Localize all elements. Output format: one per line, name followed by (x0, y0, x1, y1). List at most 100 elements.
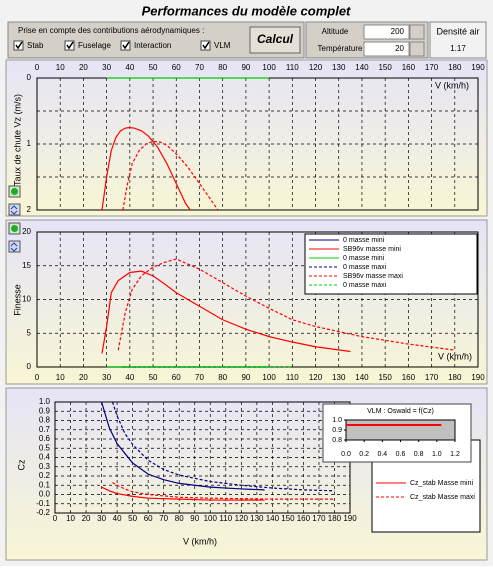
zoom-in-button[interactable] (8, 222, 21, 235)
x-tick-label: 0.0 (341, 451, 351, 458)
x-tick-label: 1.2 (450, 451, 460, 458)
x-tick-label: 120 (309, 373, 323, 382)
calc-button[interactable] (249, 26, 301, 54)
checkbox-label: Interaction (134, 41, 171, 50)
x-tick-label: 20 (79, 63, 88, 72)
x-tick-label: 170 (312, 514, 326, 523)
altitude-label: Altitude (322, 27, 349, 36)
series-line (111, 401, 335, 492)
x-tick-label: 50 (149, 373, 158, 382)
chart-panel (5, 59, 488, 217)
x-tick-label: 180 (448, 63, 462, 72)
x-tick-label: 10 (56, 63, 65, 72)
x-tick-label: 60 (172, 373, 181, 382)
y-tick-label: 1.0 (332, 417, 342, 424)
altitude-value: 200 (391, 27, 405, 36)
x-tick-label: 10 (56, 373, 65, 382)
plot-area (345, 419, 456, 441)
x-tick-label: 0 (35, 373, 40, 382)
checkbox[interactable] (120, 40, 131, 51)
y-tick-label: 0 (27, 362, 32, 371)
x-tick-label: 30 (102, 63, 111, 72)
zoom-out-button[interactable] (8, 203, 21, 216)
y-tick-label: 0.1 (39, 480, 51, 489)
x-tick-label: 140 (355, 63, 369, 72)
legend-label: Cz_stab Masse mini (410, 480, 473, 487)
checkbox[interactable] (13, 40, 24, 51)
x-tick-label: 0.8 (414, 451, 424, 458)
temperature-field[interactable] (363, 41, 410, 57)
x-tick-label: 180 (448, 373, 462, 382)
x-tick-label: 0.4 (377, 451, 387, 458)
series-line (101, 126, 191, 211)
zoom-out-button[interactable] (8, 240, 21, 253)
legend-label: SB96v masse mini (343, 246, 401, 253)
y-tick-label: 0.9 (39, 406, 51, 415)
x-tick-label: 130 (332, 373, 346, 382)
altitude-spinner[interactable] (409, 24, 425, 40)
x-tick-label: 20 (82, 514, 91, 523)
x-axis-label: V (km/h) (435, 80, 469, 90)
y-tick-label: 0.6 (39, 434, 51, 443)
temperature-label: Température (318, 44, 363, 53)
y-tick-label: 0.2 (39, 471, 51, 480)
x-tick-label: 80 (218, 373, 227, 382)
y-tick-label: 0.7 (39, 425, 51, 434)
x-tick-label: 170 (425, 63, 439, 72)
y-tick-label: -0.1 (36, 499, 50, 508)
x-tick-label: 30 (97, 514, 106, 523)
x-tick-label: 60 (144, 514, 153, 523)
x-tick-label: 80 (175, 514, 184, 523)
y-tick-label: 0.0 (39, 490, 51, 499)
checkbox[interactable] (200, 40, 211, 51)
y-tick-label: 0.4 (39, 453, 51, 462)
y-tick-label: 0 (27, 73, 32, 82)
y-tick-label: 10 (22, 295, 31, 304)
x-axis-label: V (km/h) (183, 536, 217, 546)
series-line (101, 401, 265, 491)
checkbox-label: Fuselage (78, 41, 111, 50)
density-value: 1.17 (450, 44, 466, 53)
y-tick-label: 15 (22, 261, 31, 270)
x-tick-label: 70 (159, 514, 168, 523)
temperature-value: 20 (395, 44, 404, 53)
y-axis-label: Finesse (12, 284, 22, 316)
x-tick-label: 180 (328, 514, 342, 523)
series-line (101, 486, 265, 501)
checkbox[interactable] (64, 40, 75, 51)
x-tick-label: 190 (471, 63, 485, 72)
x-tick-label: 40 (125, 373, 134, 382)
series-line (117, 258, 455, 351)
series-line (112, 481, 335, 500)
y-tick-label: 0.5 (39, 443, 51, 452)
legend-label: Cz_stab Masse maxi (410, 494, 475, 501)
x-tick-label: 160 (297, 514, 311, 523)
y-tick-label: 0.9 (332, 427, 342, 434)
x-tick-label: 100 (204, 514, 218, 523)
y-tick-label: 0.3 (39, 462, 51, 471)
x-tick-label: 60 (172, 63, 181, 72)
x-tick-label: 140 (355, 373, 369, 382)
x-tick-label: 90 (241, 373, 250, 382)
x-tick-label: 70 (195, 63, 204, 72)
x-tick-label: 20 (79, 373, 88, 382)
chart-title: VLM : Oswald = f(Cz) (367, 408, 434, 415)
legend-label: 0 masse maxi (343, 282, 387, 289)
x-tick-label: 190 (343, 514, 357, 523)
page-title: Performances du modèle complet (142, 3, 351, 18)
x-tick-label: 70 (195, 373, 204, 382)
x-tick-label: 100 (262, 63, 276, 72)
zoom-in-button[interactable] (8, 185, 21, 198)
x-tick-label: 110 (286, 63, 299, 72)
options-caption: Prise en compte des contributions aérody… (18, 26, 204, 35)
y-tick-label: 5 (27, 328, 32, 337)
x-tick-label: 40 (113, 514, 122, 523)
x-axis-label: V (km/h) (438, 351, 472, 361)
altitude-field[interactable] (363, 24, 410, 40)
x-tick-label: 120 (309, 63, 323, 72)
x-tick-label: 0 (35, 63, 40, 72)
x-tick-label: 10 (66, 514, 75, 523)
temperature-spinner[interactable] (409, 41, 425, 57)
